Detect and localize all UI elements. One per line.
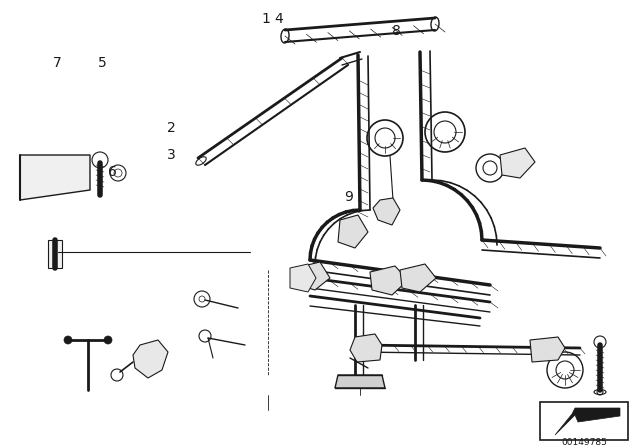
Circle shape [64, 336, 72, 344]
Text: 00149785: 00149785 [561, 438, 607, 447]
Text: 1: 1 [261, 12, 270, 26]
Polygon shape [373, 198, 400, 225]
Polygon shape [295, 262, 330, 290]
Text: 7: 7 [53, 56, 62, 70]
Text: 3: 3 [167, 147, 176, 162]
Text: 2: 2 [167, 121, 176, 135]
Polygon shape [338, 215, 368, 248]
Bar [540, 402, 628, 440]
Text: 9: 9 [344, 190, 353, 204]
Polygon shape [530, 337, 565, 362]
Bar [48, 240, 62, 268]
Text: 8: 8 [392, 24, 401, 39]
Text: 5: 5 [98, 56, 107, 70]
Polygon shape [555, 408, 620, 435]
Polygon shape [500, 148, 535, 178]
Text: 6: 6 [108, 165, 116, 180]
Polygon shape [370, 266, 408, 295]
Polygon shape [350, 334, 382, 362]
Polygon shape [290, 264, 316, 292]
Polygon shape [400, 264, 436, 292]
Polygon shape [133, 340, 168, 378]
Polygon shape [335, 375, 385, 388]
Polygon shape [20, 155, 90, 200]
Text: 4: 4 [274, 12, 283, 26]
Circle shape [104, 336, 112, 344]
